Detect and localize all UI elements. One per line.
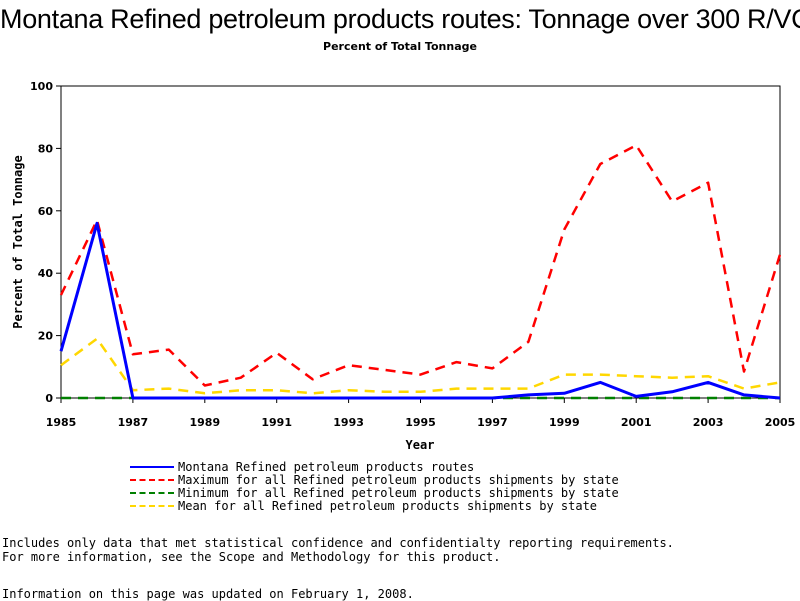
legend-label: Minimum for all Refined petroleum produc… [178,485,619,500]
chart-subtitle: Percent of Total Tonnage [323,40,477,53]
legend-label: Mean for all Refined petroleum products … [178,498,598,513]
y-tick-label: 80 [38,142,54,155]
x-tick-label: 1993 [333,416,364,429]
y-tick-label: 60 [38,205,54,218]
updated-note: Information on this page was updated on … [2,587,414,601]
line-chart: 0 20 40 60 80 100 1985 1987 1989 1991 1993 1995 199… [11,80,796,452]
legend-item: Mean for all Refined petroleum products … [130,498,619,513]
note-line: For more information, see the Scope and … [2,550,501,564]
x-tick-label: 2005 [765,416,796,429]
x-tick-label: 1985 [46,416,77,429]
y-tick-label: 40 [38,267,54,280]
legend-swatch-line-icon [130,465,174,468]
legend-swatch-dashed-icon [130,504,174,507]
x-tick-label: 1991 [261,416,292,429]
x-tick-label: 1995 [405,416,436,429]
x-tick-label: 2001 [621,416,652,429]
notes: Includes only data that met statistical … [2,536,674,564]
x-axis: 1985 1987 1989 1991 1993 1995 1997 1999 2001 2003… [46,398,796,429]
series-line-3 [60,337,781,395]
y-tick-label: 0 [45,392,53,405]
x-axis-label: Year [406,438,435,452]
x-tick-label: 1997 [477,416,508,429]
legend-label: Maximum for all Refined petroleum produc… [178,472,619,487]
chart-title: Montana Refined petroleum products route… [0,4,800,34]
legend-swatch-dashed-icon [130,478,174,481]
x-tick-label: 2003 [693,416,724,429]
legend-item: Montana Refined petroleum products route… [130,459,619,474]
legend-item: Minimum for all Refined petroleum produc… [130,485,619,500]
note-line: Includes only data that met statistical … [2,536,674,550]
x-tick-label: 1989 [189,416,220,429]
legend: Montana Refined petroleum products route… [130,459,619,513]
series-lines [59,144,782,400]
y-axis-label: Percent of Total Tonnage [11,155,25,328]
y-tick-label: 20 [38,330,54,343]
y-tick-label: 100 [30,80,53,93]
legend-label: Montana Refined petroleum products route… [178,459,475,474]
series-line-0 [59,221,781,400]
y-axis: 0 20 40 60 80 100 [30,80,61,405]
series-line-1 [59,144,782,387]
x-tick-label: 1999 [549,416,580,429]
legend-item: Maximum for all Refined petroleum produc… [130,472,619,487]
x-tick-label: 1987 [118,416,149,429]
legend-swatch-dashed-icon [130,491,174,494]
